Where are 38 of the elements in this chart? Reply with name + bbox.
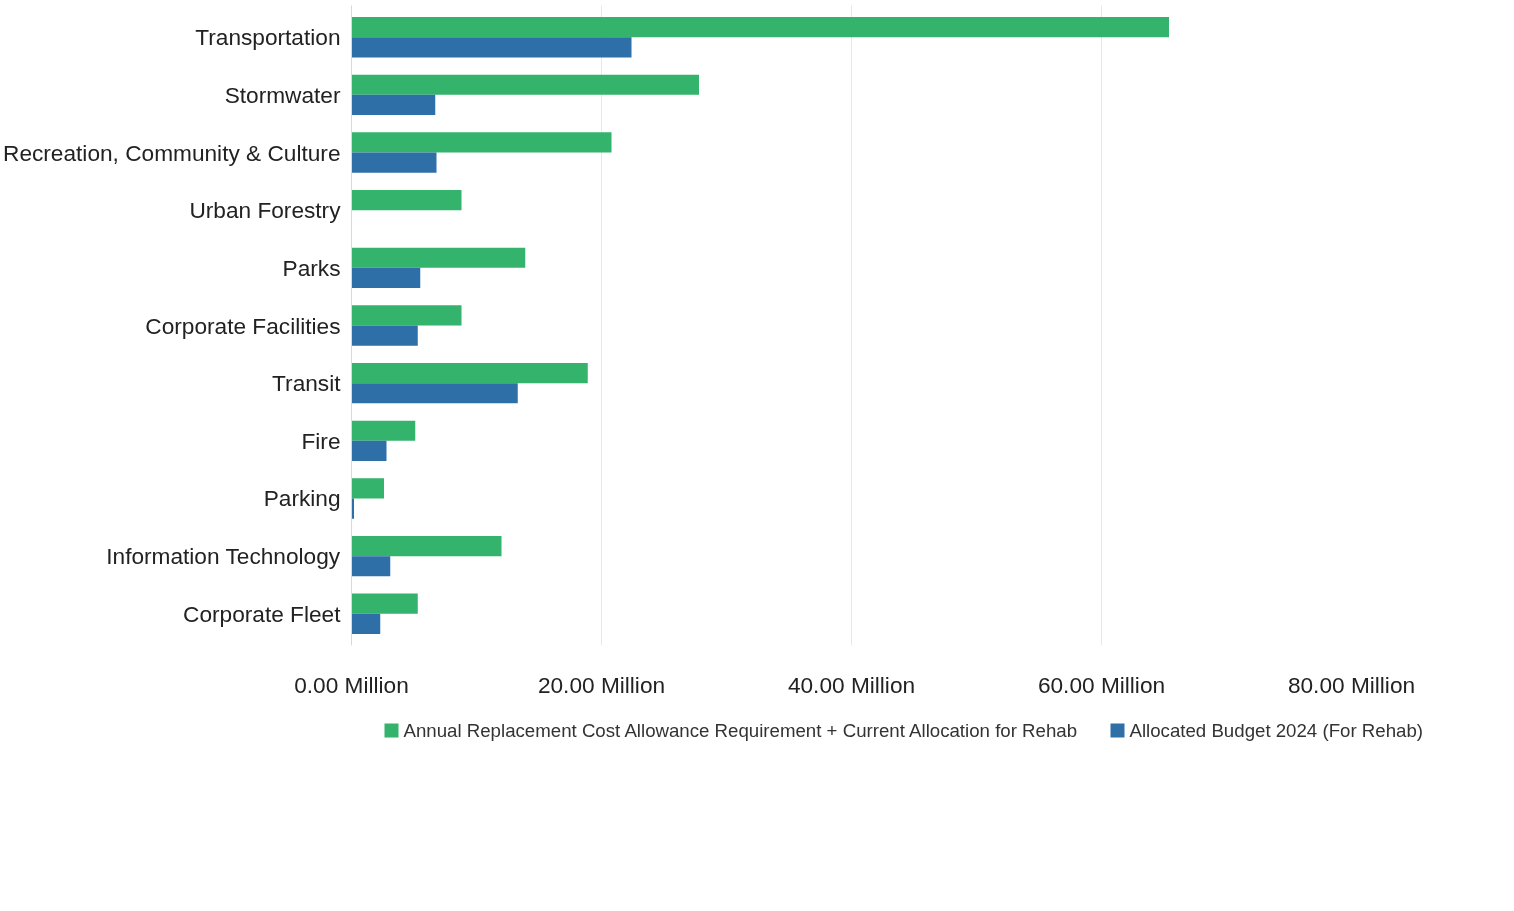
bar bbox=[351, 267, 421, 289]
bar bbox=[351, 613, 381, 634]
x-tick-label: 20.00 Million bbox=[537, 671, 666, 698]
y-tick-label: Parks bbox=[282, 254, 341, 281]
y-tick-label: Fire bbox=[301, 427, 341, 454]
bar bbox=[351, 132, 612, 153]
y-tick-label: Transit bbox=[272, 370, 342, 397]
bar bbox=[351, 247, 526, 268]
y-tick-label: Recreation, Community & Culture bbox=[3, 139, 341, 166]
bar bbox=[351, 593, 418, 614]
x-tick-label: 80.00 Million bbox=[1287, 671, 1416, 698]
y-tick-label: Corporate Facilities bbox=[145, 312, 341, 339]
bar bbox=[351, 37, 632, 58]
y-tick-label: Urban Forestry bbox=[189, 197, 342, 224]
bar bbox=[351, 190, 462, 211]
bar bbox=[351, 556, 391, 577]
legend-label: Annual Replacement Cost Allowance Requirement + Current Allocation for Rehab bbox=[403, 720, 1078, 741]
x-tick-label: 0.00 Million bbox=[294, 671, 409, 698]
y-tick-label: Stormwater bbox=[224, 81, 341, 108]
x-tick-label: 40.00 Million bbox=[787, 671, 916, 698]
bar bbox=[351, 305, 462, 326]
bar bbox=[351, 325, 418, 346]
bar bbox=[351, 440, 387, 461]
y-tick-label: Information Technology bbox=[106, 543, 341, 570]
bar bbox=[351, 74, 699, 95]
bar bbox=[351, 478, 384, 499]
y-tick-label: Parking bbox=[263, 485, 341, 512]
x-tick-label: 60.00 Million bbox=[1037, 671, 1166, 698]
y-tick-label: Transportation bbox=[195, 24, 341, 51]
bar bbox=[351, 383, 518, 404]
legend-label: Allocated Budget 2024 (For Rehab) bbox=[1129, 720, 1423, 741]
y-tick-label: Corporate Fleet bbox=[183, 600, 342, 627]
bar bbox=[351, 17, 1169, 38]
bar bbox=[351, 362, 588, 384]
bar bbox=[351, 94, 436, 116]
bar bbox=[351, 535, 502, 557]
bar bbox=[351, 420, 416, 441]
bar bbox=[351, 152, 437, 173]
